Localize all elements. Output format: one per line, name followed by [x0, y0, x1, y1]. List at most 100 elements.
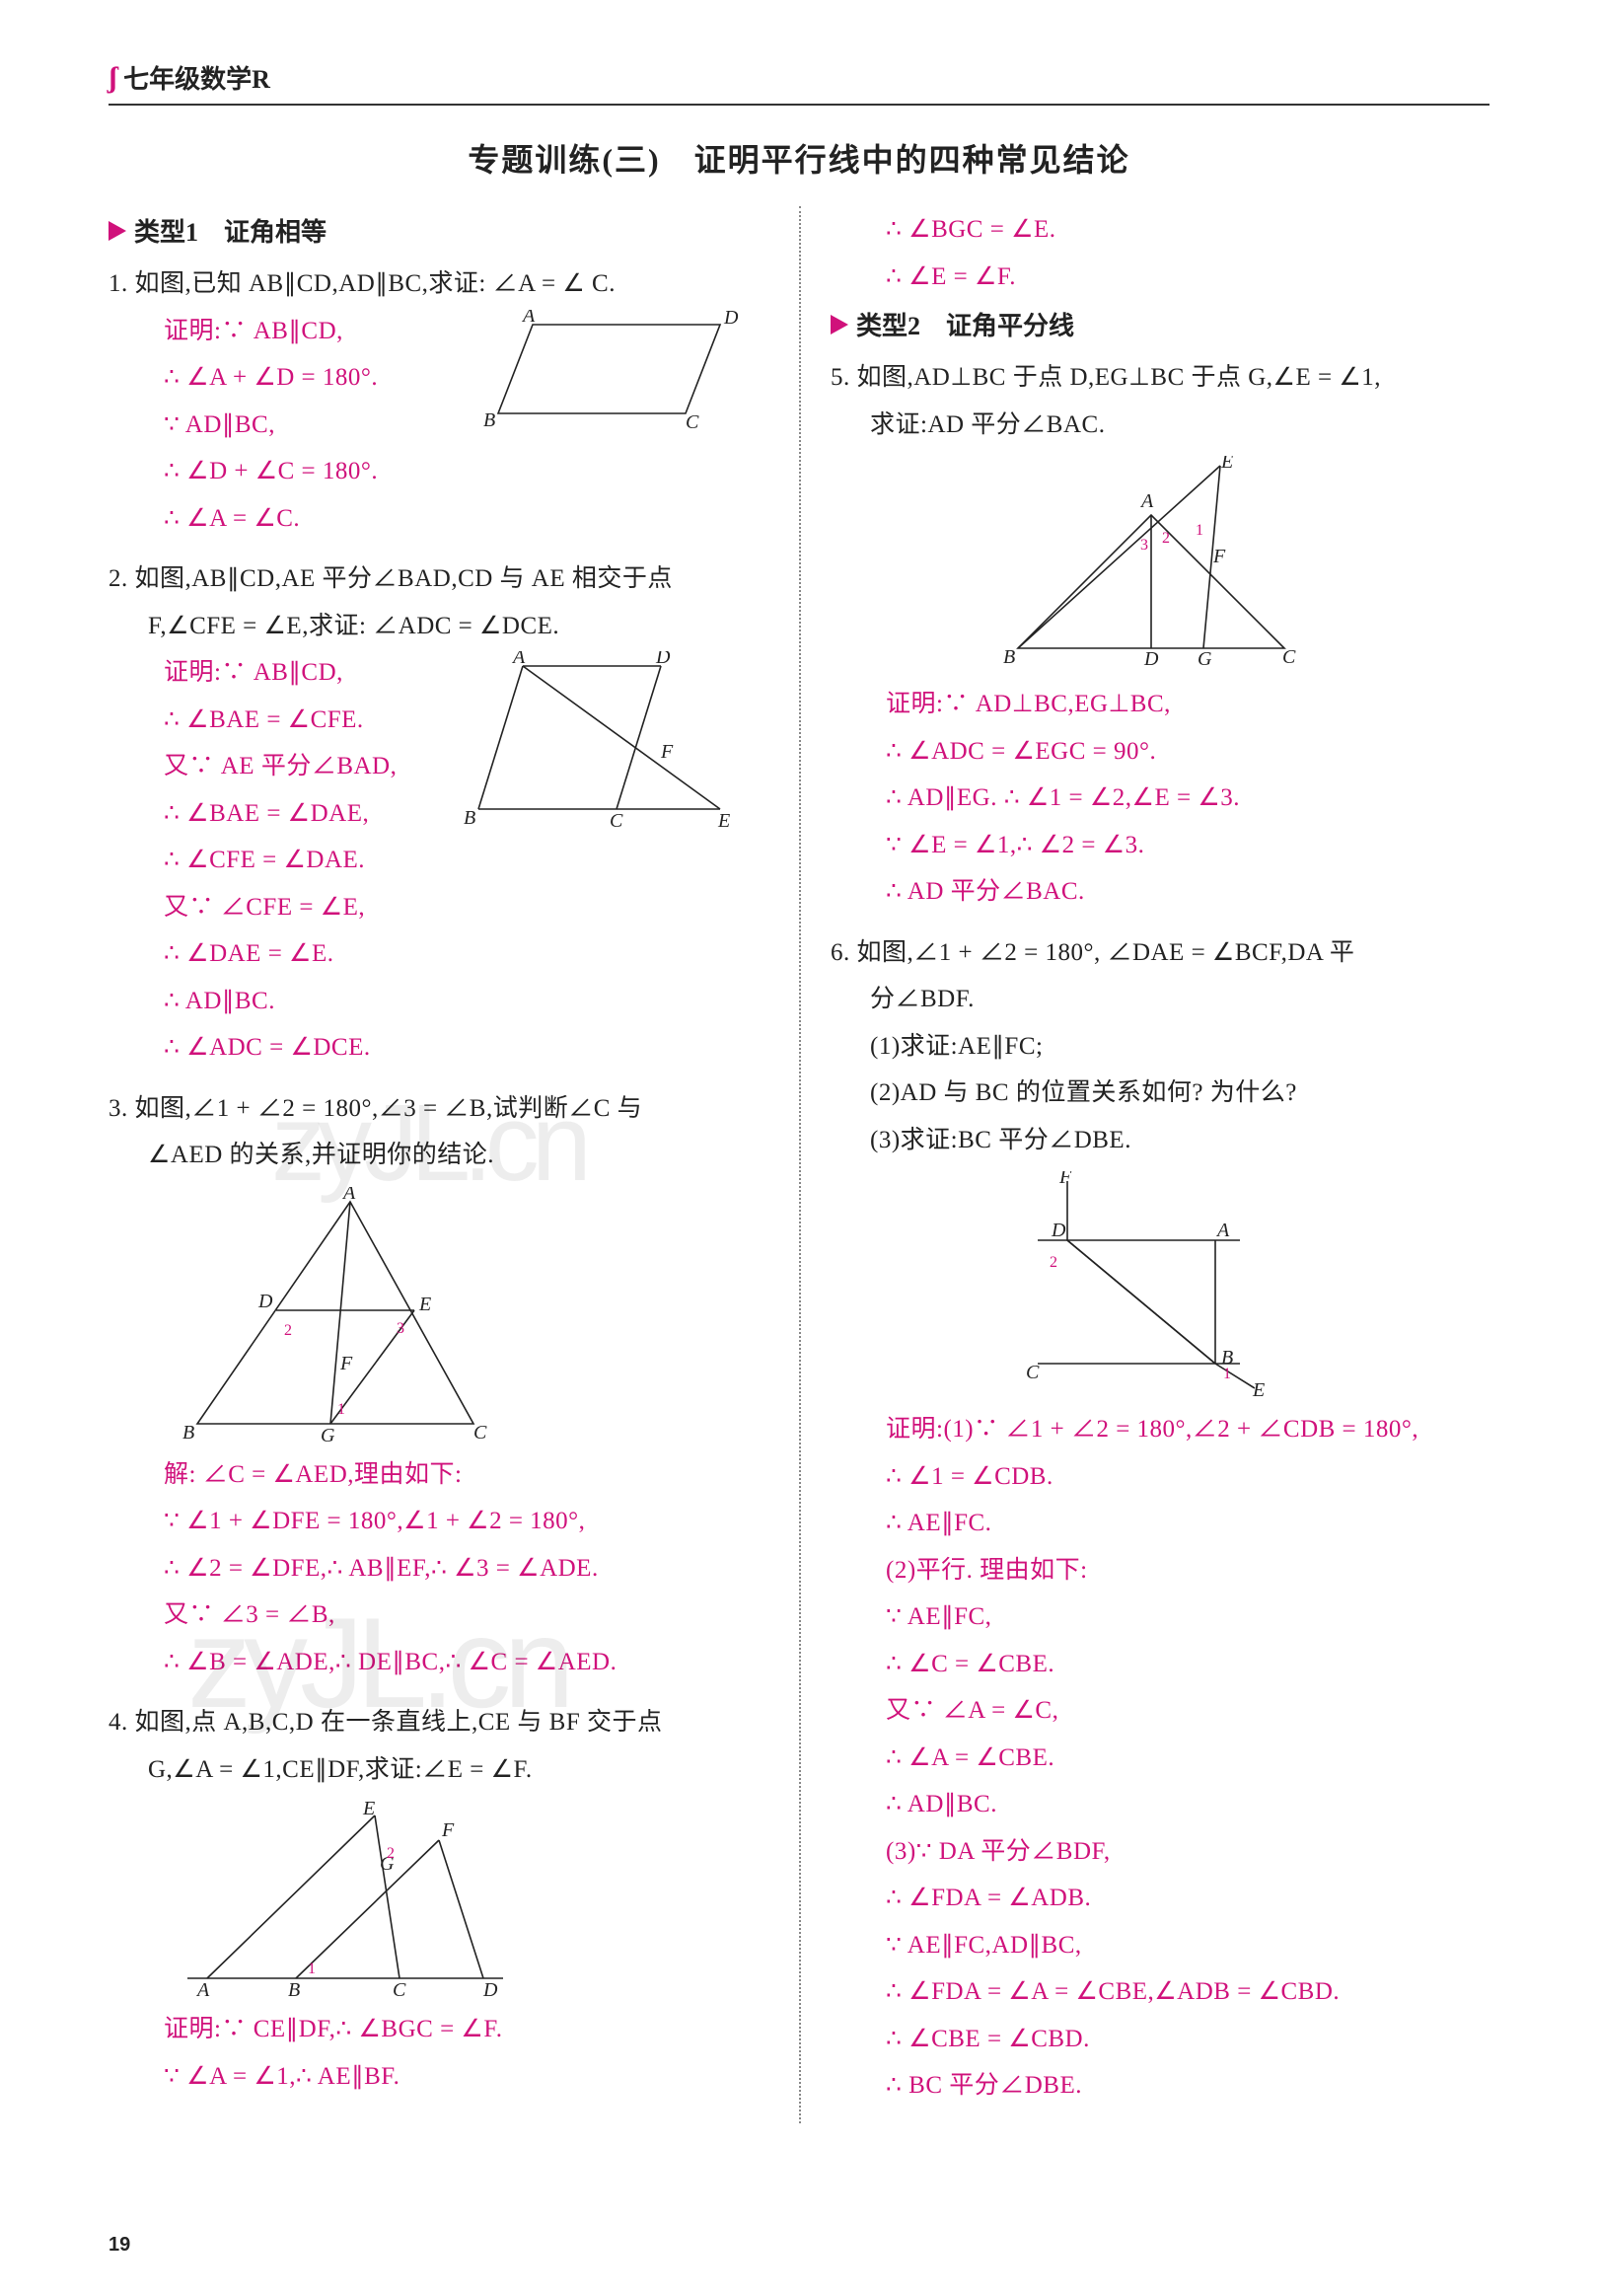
- p5-stem2: 求证:AD 平分∠BAC.: [831, 402, 1489, 449]
- p4-figure: ABCD EFG 1 2: [168, 1801, 543, 1998]
- svg-text:C: C: [686, 411, 699, 433]
- p6-proof1-0: ∴ ∠1 = ∠CDB.: [831, 1453, 1489, 1501]
- logo-mark: ʃ: [109, 61, 117, 95]
- p4-proof-0: 证明:∵ CE∥DF,∴ ∠BGC = ∠F.: [109, 2006, 769, 2053]
- svg-text:D: D: [723, 310, 739, 329]
- p3-proof-3: ∴ ∠B = ∠ADE,∴ DE∥BC,∴ ∠C = ∠AED.: [109, 1639, 769, 1686]
- p6-sub1: (1)求证:AE∥FC;: [831, 1023, 1489, 1071]
- p6-proof2-0: ∵ AE∥FC,: [831, 1593, 1489, 1641]
- grade-label: 七年级数学R: [123, 59, 270, 96]
- svg-text:A: A: [1215, 1220, 1230, 1241]
- p6-proof2-2: 又∵ ∠A = ∠C,: [831, 1687, 1489, 1735]
- svg-text:D: D: [482, 1979, 498, 1998]
- svg-text:E: E: [418, 1294, 431, 1315]
- svg-text:A: A: [511, 651, 526, 668]
- problem-2: 2. 如图,AB∥CD,AE 平分∠BAD,CD 与 AE 相交于点 F,∠CF…: [109, 555, 769, 1072]
- svg-text:G: G: [321, 1425, 335, 1444]
- p4-cont-0: ∴ ∠BGC = ∠E.: [831, 206, 1489, 254]
- svg-text:F: F: [1212, 546, 1226, 567]
- p3-stem1: 3. 如图,∠1 + ∠2 = 180°,∠3 = ∠B,试判断∠C 与: [109, 1085, 769, 1133]
- p1-proof-4: ∴ ∠A = ∠C.: [109, 495, 769, 543]
- right-column: ∴ ∠BGC = ∠E. ∴ ∠E = ∠F. 类型2 证角平分线 5. 如图,…: [799, 206, 1489, 2123]
- svg-text:C: C: [610, 810, 623, 829]
- page-number: 19: [109, 2234, 130, 2257]
- svg-text:B: B: [1003, 646, 1015, 668]
- p6-proof-lead: 证明:(1)∵ ∠1 + ∠2 = 180°,∠2 + ∠CDB = 180°,: [831, 1406, 1489, 1453]
- svg-text:2: 2: [284, 1322, 292, 1339]
- svg-text:1: 1: [1223, 1366, 1231, 1382]
- p6-proof3-lead: (3)∵ DA 平分∠BDF,: [831, 1828, 1489, 1876]
- p2-proof-5: 又∵ ∠CFE = ∠E,: [109, 884, 769, 931]
- type2-heading: 类型2 证角平分线: [831, 306, 1489, 342]
- p6-proof2-1: ∴ ∠C = ∠CBE.: [831, 1641, 1489, 1688]
- problem-1: 1. 如图,已知 AB∥CD,AD∥BC,求证: ∠A = ∠ C. AD BC…: [109, 260, 769, 542]
- svg-text:C: C: [1026, 1362, 1040, 1383]
- p5-proof-1: ∴ ∠ADC = ∠EGC = 90°.: [831, 728, 1489, 776]
- p2-proof-8: ∴ ∠ADC = ∠DCE.: [109, 1024, 769, 1072]
- p6-proof3-4: ∴ BC 平分∠DBE.: [831, 2062, 1489, 2110]
- svg-text:A: A: [521, 310, 536, 327]
- svg-text:B: B: [288, 1979, 300, 1998]
- svg-text:D: D: [655, 651, 671, 668]
- svg-text:B: B: [483, 409, 495, 431]
- svg-text:A: A: [195, 1979, 210, 1998]
- svg-text:2: 2: [1162, 530, 1170, 547]
- svg-text:F: F: [441, 1819, 455, 1841]
- svg-text:C: C: [1282, 646, 1296, 668]
- svg-text:3: 3: [397, 1320, 404, 1337]
- svg-text:1: 1: [1196, 522, 1203, 539]
- p6-stem2: 分∠BDF.: [831, 976, 1489, 1023]
- svg-text:F: F: [660, 741, 674, 763]
- p4-cont-1: ∴ ∠E = ∠F.: [831, 254, 1489, 301]
- svg-text:C: C: [473, 1422, 487, 1444]
- problem-4: 4. 如图,点 A,B,C,D 在一条直线上,CE 与 BF 交于点 G,∠A …: [109, 1699, 769, 2100]
- p4-stem1: 4. 如图,点 A,B,C,D 在一条直线上,CE 与 BF 交于点: [109, 1699, 769, 1746]
- p2-stem1: 2. 如图,AB∥CD,AE 平分∠BAD,CD 与 AE 相交于点: [109, 555, 769, 603]
- svg-text:D: D: [1143, 648, 1159, 670]
- p4-stem2: G,∠A = ∠1,CE∥DF,求证:∠E = ∠F.: [109, 1746, 769, 1794]
- svg-text:2: 2: [1050, 1254, 1057, 1271]
- p5-proof-3: ∵ ∠E = ∠1,∴ ∠2 = ∠3.: [831, 822, 1489, 869]
- problem-6: 6. 如图,∠1 + ∠2 = 180°, ∠DAE = ∠BCF,DA 平 分…: [831, 929, 1489, 2110]
- p2-figure: A D B C E F: [464, 651, 760, 829]
- p6-proof3-2: ∴ ∠FDA = ∠A = ∠CBE,∠ADB = ∠CBD.: [831, 1968, 1489, 2016]
- type1-label: 类型1 证角相等: [134, 212, 327, 249]
- p4-proof-1: ∵ ∠A = ∠1,∴ AE∥BF.: [109, 2053, 769, 2101]
- p6-proof1-1: ∴ AE∥FC.: [831, 1500, 1489, 1547]
- p6-proof3-0: ∴ ∠FDA = ∠ADB.: [831, 1875, 1489, 1922]
- p3-proof-1: ∴ ∠2 = ∠DFE,∴ AB∥EF,∴ ∠3 = ∠ADE.: [109, 1545, 769, 1592]
- p2-proof-6: ∴ ∠DAE = ∠E.: [109, 930, 769, 978]
- svg-text:F: F: [339, 1353, 353, 1374]
- svg-text:3: 3: [1140, 537, 1148, 554]
- p6-proof2-lead: (2)平行. 理由如下:: [831, 1547, 1489, 1594]
- p2-proof-4: ∴ ∠CFE = ∠DAE.: [109, 837, 769, 884]
- svg-text:B: B: [464, 807, 475, 829]
- p6-figure: AB CD EF 1 2: [1008, 1171, 1284, 1398]
- p3-figure: ABC DE FG 2 3 1: [168, 1187, 523, 1444]
- svg-text:D: D: [257, 1291, 273, 1312]
- svg-text:F: F: [1058, 1171, 1072, 1188]
- p6-proof2-4: ∴ AD∥BC.: [831, 1781, 1489, 1828]
- svg-text:G: G: [1198, 648, 1212, 670]
- svg-text:2: 2: [387, 1845, 395, 1862]
- p5-figure: ABC DE GF 1 2 3: [988, 456, 1314, 673]
- p3-lead: 解: ∠C = ∠AED,理由如下:: [109, 1451, 769, 1499]
- svg-text:D: D: [1051, 1220, 1066, 1241]
- page-header: ʃ 七年级数学R: [109, 59, 1489, 106]
- left-column: 类型1 证角相等 1. 如图,已知 AB∥CD,AD∥BC,求证: ∠A = ∠…: [109, 206, 799, 2123]
- p5-proof-2: ∴ AD∥EG. ∴ ∠1 = ∠2,∠E = ∠3.: [831, 775, 1489, 822]
- p2-proof-7: ∴ AD∥BC.: [109, 978, 769, 1025]
- triangle-icon: [831, 315, 848, 334]
- svg-text:1: 1: [337, 1401, 345, 1418]
- p6-sub2: (2)AD 与 BC 的位置关系如何? 为什么?: [831, 1070, 1489, 1117]
- problem-5: 5. 如图,AD⊥BC 于点 D,EG⊥BC 于点 G,∠E = ∠1, 求证:…: [831, 354, 1489, 916]
- p6-sub3: (3)求证:BC 平分∠DBE.: [831, 1117, 1489, 1164]
- svg-text:E: E: [362, 1801, 375, 1819]
- svg-text:E: E: [717, 810, 730, 829]
- page-title: 专题训练(三) 证明平行线中的四种常见结论: [109, 135, 1489, 181]
- svg-text:C: C: [393, 1979, 406, 1998]
- svg-text:A: A: [341, 1187, 356, 1204]
- p3-stem2: ∠AED 的关系,并证明你的结论.: [109, 1132, 769, 1179]
- p5-proof-0: 证明:∵ AD⊥BC,EG⊥BC,: [831, 681, 1489, 728]
- svg-text:A: A: [1139, 490, 1154, 512]
